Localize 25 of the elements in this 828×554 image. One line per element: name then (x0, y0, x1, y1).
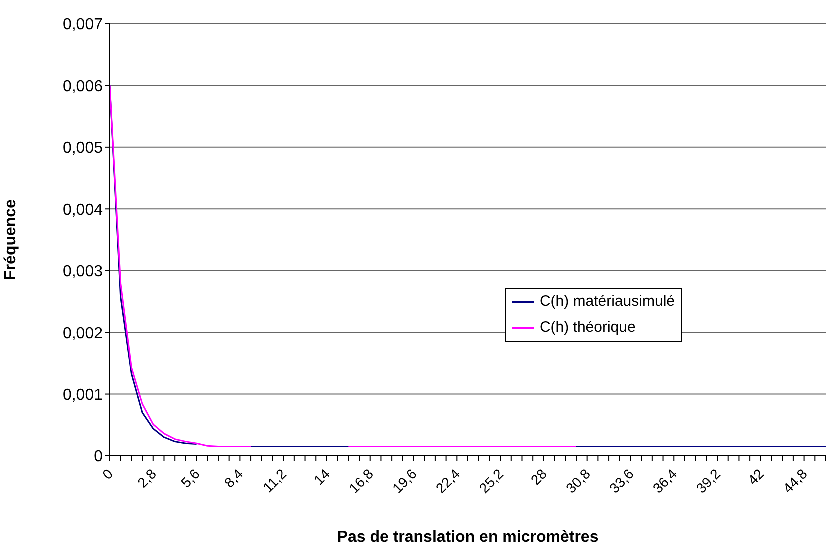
y-tick-label: 0,001 (62, 386, 104, 404)
x-tick-label: 30,8 (562, 466, 594, 496)
y-tick-label: 0 (94, 448, 104, 466)
y-axis-title: Fréquence (2, 199, 20, 280)
x-tick-label: 36,4 (650, 466, 680, 496)
x-tick-label: 2,8 (134, 466, 160, 491)
x-tick-label: 5,6 (178, 466, 204, 491)
x-tick-label: 0 (99, 466, 116, 483)
y-tick-label: 0,006 (62, 78, 104, 96)
y-tick-label: 0,002 (62, 325, 104, 342)
x-tick-label: 44,8 (780, 466, 811, 496)
x-tick-label: 42 (744, 466, 768, 488)
y-tick-label: 0,003 (62, 264, 104, 281)
x-tick-label: 33,6 (606, 466, 637, 496)
x-tick-label: 28 (528, 466, 550, 488)
y-tick-label: 0,005 (62, 140, 104, 158)
legend-label: C(h) matériausimulé (538, 292, 675, 312)
y-tick-label: 0,007 (62, 16, 104, 34)
x-tick-label: 14 (310, 466, 334, 488)
x-tick-label: 11,2 (260, 466, 290, 496)
y-tick-label: 0,004 (62, 202, 104, 219)
x-axis-title: Pas de translation en micromètres (337, 529, 599, 546)
legend-label: C(h) théorique (538, 318, 637, 338)
x-tick-label: 39,2 (693, 466, 724, 496)
x-tick-label: 8,4 (221, 466, 246, 491)
